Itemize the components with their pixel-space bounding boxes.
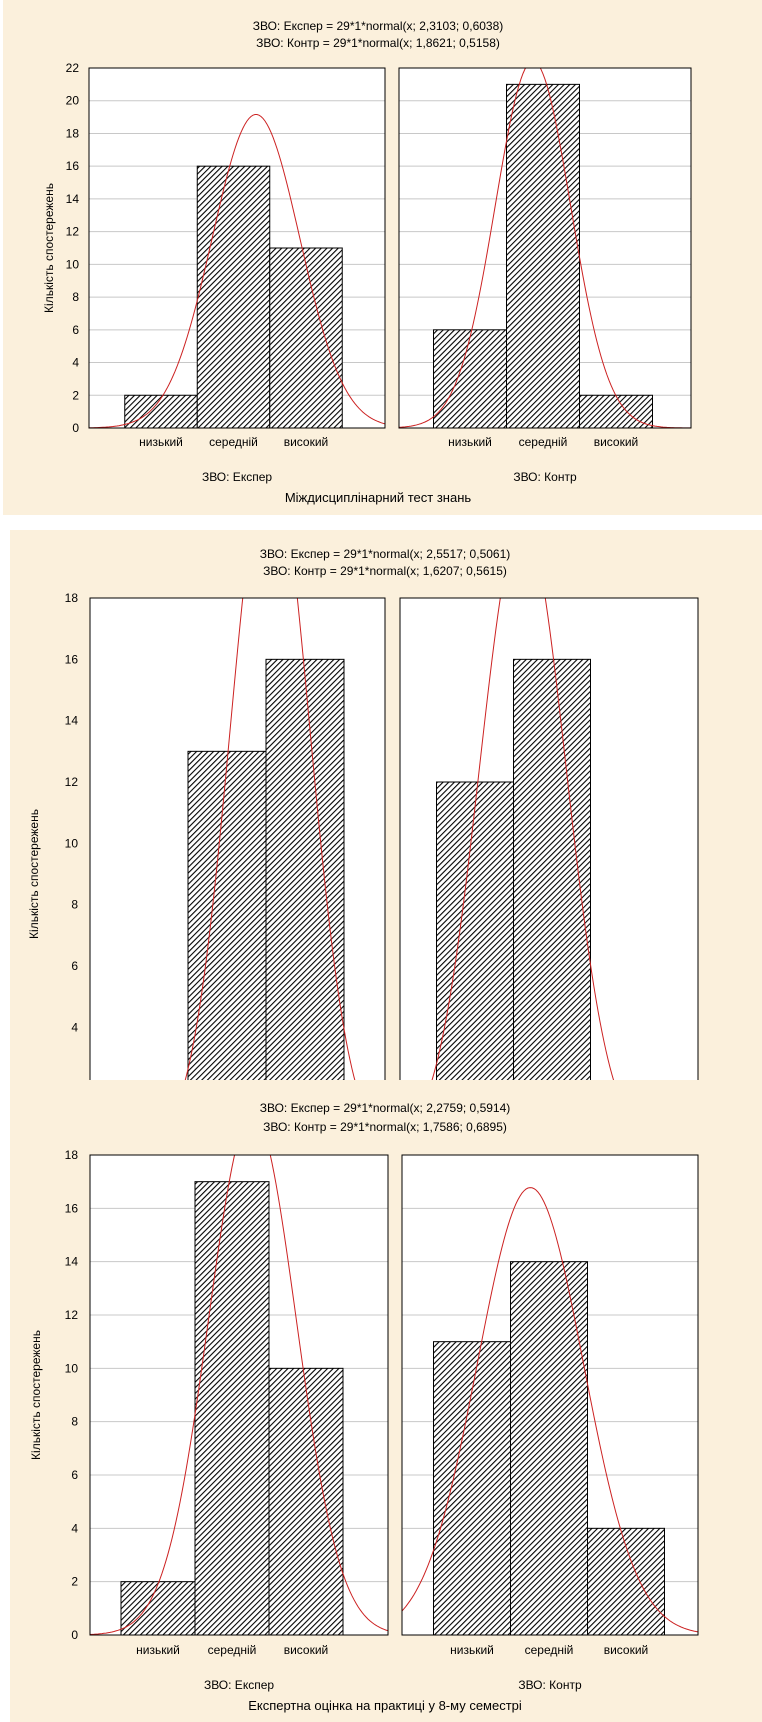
- y-tick-label: 6: [71, 1468, 78, 1482]
- y-tick-label: 6: [71, 959, 78, 973]
- x-category-label: середній: [209, 435, 258, 449]
- chart-caption: Експертна оцінка на практиці у 8-му семе…: [248, 1698, 522, 1713]
- histogram-bar: [124, 394, 198, 429]
- y-tick-label: 14: [66, 192, 80, 206]
- chart-title-line-1: ЗВО: Експер = 29*1*normal(x; 2,3103; 0,6…: [253, 19, 504, 33]
- x-category-label: середній: [519, 435, 568, 449]
- histogram-figure-3: ЗВО: Експер = 29*1*normal(x; 2,2759; 0,5…: [10, 1080, 762, 1722]
- x-category-label: низький: [450, 1643, 494, 1657]
- histogram-bar: [579, 394, 653, 429]
- histogram-bar: [433, 329, 507, 429]
- histogram-chart-3: ЗВО: Експер = 29*1*normal(x; 2,2759; 0,5…: [29, 1101, 699, 1713]
- histogram-bar: [196, 165, 271, 429]
- histogram-bar: [510, 1261, 588, 1636]
- y-tick-label: 12: [66, 225, 80, 239]
- histogram-bar: [269, 247, 343, 429]
- y-tick-label: 4: [71, 1521, 78, 1535]
- chart-title-line-2: ЗВО: Контр = 29*1*normal(x; 1,8621; 0,51…: [256, 36, 500, 50]
- x-category-label: низький: [136, 1643, 180, 1657]
- x-category-label: низький: [139, 435, 183, 449]
- histogram-bar: [265, 658, 345, 1095]
- y-tick-label: 2: [71, 1575, 78, 1589]
- plot-frame: [399, 597, 699, 1095]
- x-category-label: низький: [448, 435, 492, 449]
- histogram-bar: [187, 750, 267, 1095]
- y-tick-label: 12: [65, 1308, 79, 1322]
- y-tick-label: 20: [66, 94, 80, 108]
- y-tick-label: 2: [72, 388, 79, 402]
- y-tick-label: 18: [65, 1148, 79, 1162]
- y-tick-label: 6: [72, 323, 79, 337]
- x-category-label: високий: [284, 435, 329, 449]
- y-tick-label: 0: [71, 1628, 78, 1642]
- normal-curve: [90, 1155, 388, 1635]
- y-axis-label: Кількість спостережень: [29, 1330, 43, 1460]
- y-tick-label: 8: [71, 898, 78, 912]
- subplot-2: низький середній високий ЗВО: Контр: [398, 67, 692, 484]
- y-tick-label: 22: [66, 61, 80, 75]
- histogram-bar: [506, 83, 580, 429]
- histogram-bar: [433, 1341, 511, 1636]
- normal-curve: [399, 68, 691, 428]
- subplot-1: низький середній високий ЗВО: Експер: [89, 1154, 389, 1692]
- x-category-label: високий: [284, 1643, 329, 1657]
- chart-title-line-2: ЗВО: Контр = 29*1*normal(x; 1,7586; 0,68…: [263, 1120, 507, 1134]
- histogram-bar: [587, 1527, 665, 1636]
- group-label: ЗВО: Експер: [204, 1678, 274, 1692]
- y-tick-label: 18: [66, 126, 80, 140]
- histogram-bar: [513, 658, 591, 1095]
- histogram-figure-1: ЗВО: Експер = 29*1*normal(x; 2,3103; 0,6…: [3, 0, 762, 515]
- y-tick-label: 0: [72, 421, 79, 435]
- chart-title-line-2: ЗВО: Контр = 29*1*normal(x; 1,6207; 0,56…: [263, 564, 507, 578]
- y-tick-label: 4: [72, 356, 79, 370]
- normal-curve: [180, 598, 360, 1095]
- histogram-bar: [194, 1181, 270, 1636]
- subplot-2: низький середній високий ЗВО: Контр: [401, 1154, 699, 1692]
- plot-frame: [88, 67, 386, 429]
- histogram-bar: [436, 781, 514, 1095]
- x-category-label: високий: [604, 1643, 649, 1657]
- plot-frame: [89, 1154, 389, 1636]
- y-tick-label: 12: [65, 775, 79, 789]
- y-tick-label: 10: [65, 836, 79, 850]
- y-tick-label: 16: [65, 1201, 79, 1215]
- y-tick-label: 10: [66, 257, 80, 271]
- y-tick-label: 14: [65, 1255, 79, 1269]
- y-axis-label: Кількість спостережень: [27, 809, 41, 939]
- plot-frame: [398, 67, 692, 429]
- y-tick-label: 4: [71, 1020, 78, 1034]
- histogram-bar: [268, 1367, 344, 1636]
- plot-frame: [401, 1154, 699, 1636]
- x-category-label: середній: [208, 1643, 257, 1657]
- group-label: ЗВО: Експер: [202, 470, 272, 484]
- histogram-bar: [120, 1581, 196, 1636]
- chart-title-line-1: ЗВО: Експер = 29*1*normal(x; 2,5517; 0,5…: [260, 547, 511, 561]
- x-category-label: середній: [525, 1643, 574, 1657]
- normal-curve: [89, 114, 385, 428]
- chart-caption: Міждисциплінарний тест знань: [285, 490, 472, 505]
- subplot-1: низький середній високий ЗВО: Експер: [88, 67, 386, 484]
- y-tick-label: 16: [66, 159, 80, 173]
- plot-frame: [89, 597, 386, 1095]
- x-category-label: високий: [594, 435, 639, 449]
- histogram-chart-2: ЗВО: Експер = 29*1*normal(x; 2,5517; 0,5…: [27, 547, 699, 1095]
- histogram-figure-2: ЗВО: Експер = 29*1*normal(x; 2,5517; 0,5…: [10, 530, 762, 1095]
- y-tick-label: 8: [72, 290, 79, 304]
- y-axis-label: Кількість спостережень: [42, 183, 56, 313]
- y-tick-label: 8: [71, 1415, 78, 1429]
- y-tick-label: 18: [65, 591, 79, 605]
- y-tick-label: 10: [65, 1361, 79, 1375]
- normal-curve: [426, 598, 619, 1095]
- group-label: ЗВО: Контр: [518, 1678, 582, 1692]
- normal-curve: [402, 1187, 698, 1633]
- y-tick-label: 14: [65, 714, 79, 728]
- group-label: ЗВО: Контр: [513, 470, 577, 484]
- chart-title-line-1: ЗВО: Експер = 29*1*normal(x; 2,2759; 0,5…: [260, 1101, 511, 1115]
- y-tick-label: 16: [65, 652, 79, 666]
- histogram-chart-1: ЗВО: Експер = 29*1*normal(x; 2,3103; 0,6…: [42, 19, 692, 505]
